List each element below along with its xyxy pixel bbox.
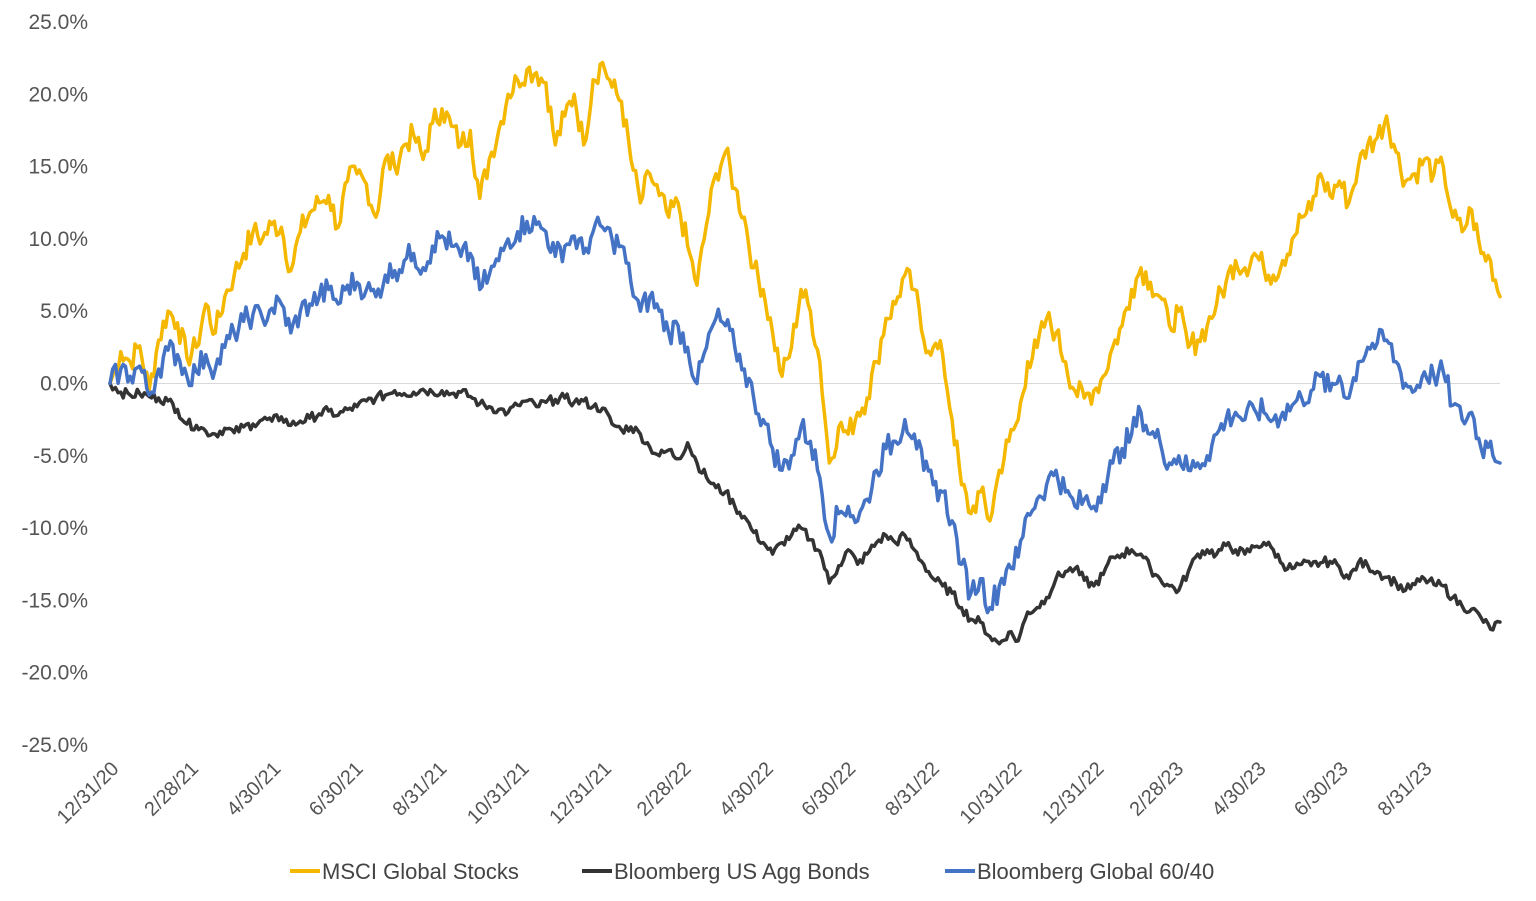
x-tick-label: 2/28/21 (140, 758, 203, 821)
series-line-1 (108, 381, 1502, 646)
legend-label: MSCI Global Stocks (322, 859, 519, 884)
y-tick-label: -10.0% (21, 517, 88, 540)
y-tick-label: 20.0% (28, 83, 88, 106)
y-tick-label: -25.0% (21, 734, 88, 757)
series-lines (108, 60, 1502, 646)
x-tick-label: 2/28/22 (633, 758, 696, 821)
y-tick-label: -15.0% (21, 589, 88, 612)
y-axis-ticks: 25.0% 20.0% 15.0% 10.0% 5.0% 0.0% -5.0% -10.0% -… (21, 11, 88, 757)
x-tick-label: 6/30/21 (305, 758, 368, 821)
y-tick-label: 25.0% (28, 11, 88, 34)
x-tick-label: 12/31/22 (1038, 758, 1109, 829)
x-tick-label: 6/30/22 (798, 758, 861, 821)
y-tick-label: -5.0% (33, 445, 88, 468)
x-tick-label: 4/30/21 (223, 758, 286, 821)
x-tick-label: 8/31/21 (389, 758, 452, 821)
x-tick-label: 8/31/22 (881, 758, 944, 821)
x-tick-label: 12/31/20 (53, 758, 124, 829)
x-tick-label: 2/28/23 (1125, 758, 1188, 821)
x-tick-label: 4/30/23 (1208, 758, 1271, 821)
series-line-2 (108, 214, 1502, 615)
y-tick-label: 5.0% (40, 300, 88, 323)
legend-label: Bloomberg US Agg Bonds (614, 859, 870, 884)
legend-label: Bloomberg Global 60/40 (977, 859, 1214, 884)
y-tick-label: -20.0% (21, 662, 88, 685)
x-tick-label: 8/31/23 (1374, 758, 1437, 821)
x-tick-label: 12/31/21 (545, 758, 616, 829)
x-tick-label: 10/31/21 (463, 758, 534, 829)
legend: MSCI Global Stocks Bloomberg US Agg Bonds… (290, 859, 1214, 884)
y-tick-label: 10.0% (28, 228, 88, 251)
x-tick-label: 6/30/23 (1290, 758, 1353, 821)
x-tick-label: 10/31/22 (956, 758, 1027, 829)
y-tick-label: 15.0% (28, 156, 88, 179)
x-tick-label: 4/30/22 (715, 758, 778, 821)
x-axis-ticks: 12/31/20 2/28/21 4/30/21 6/30/21 8/31/21 10/3… (53, 758, 1437, 829)
series-line-0 (108, 60, 1502, 523)
y-tick-label: 0.0% (40, 373, 88, 396)
